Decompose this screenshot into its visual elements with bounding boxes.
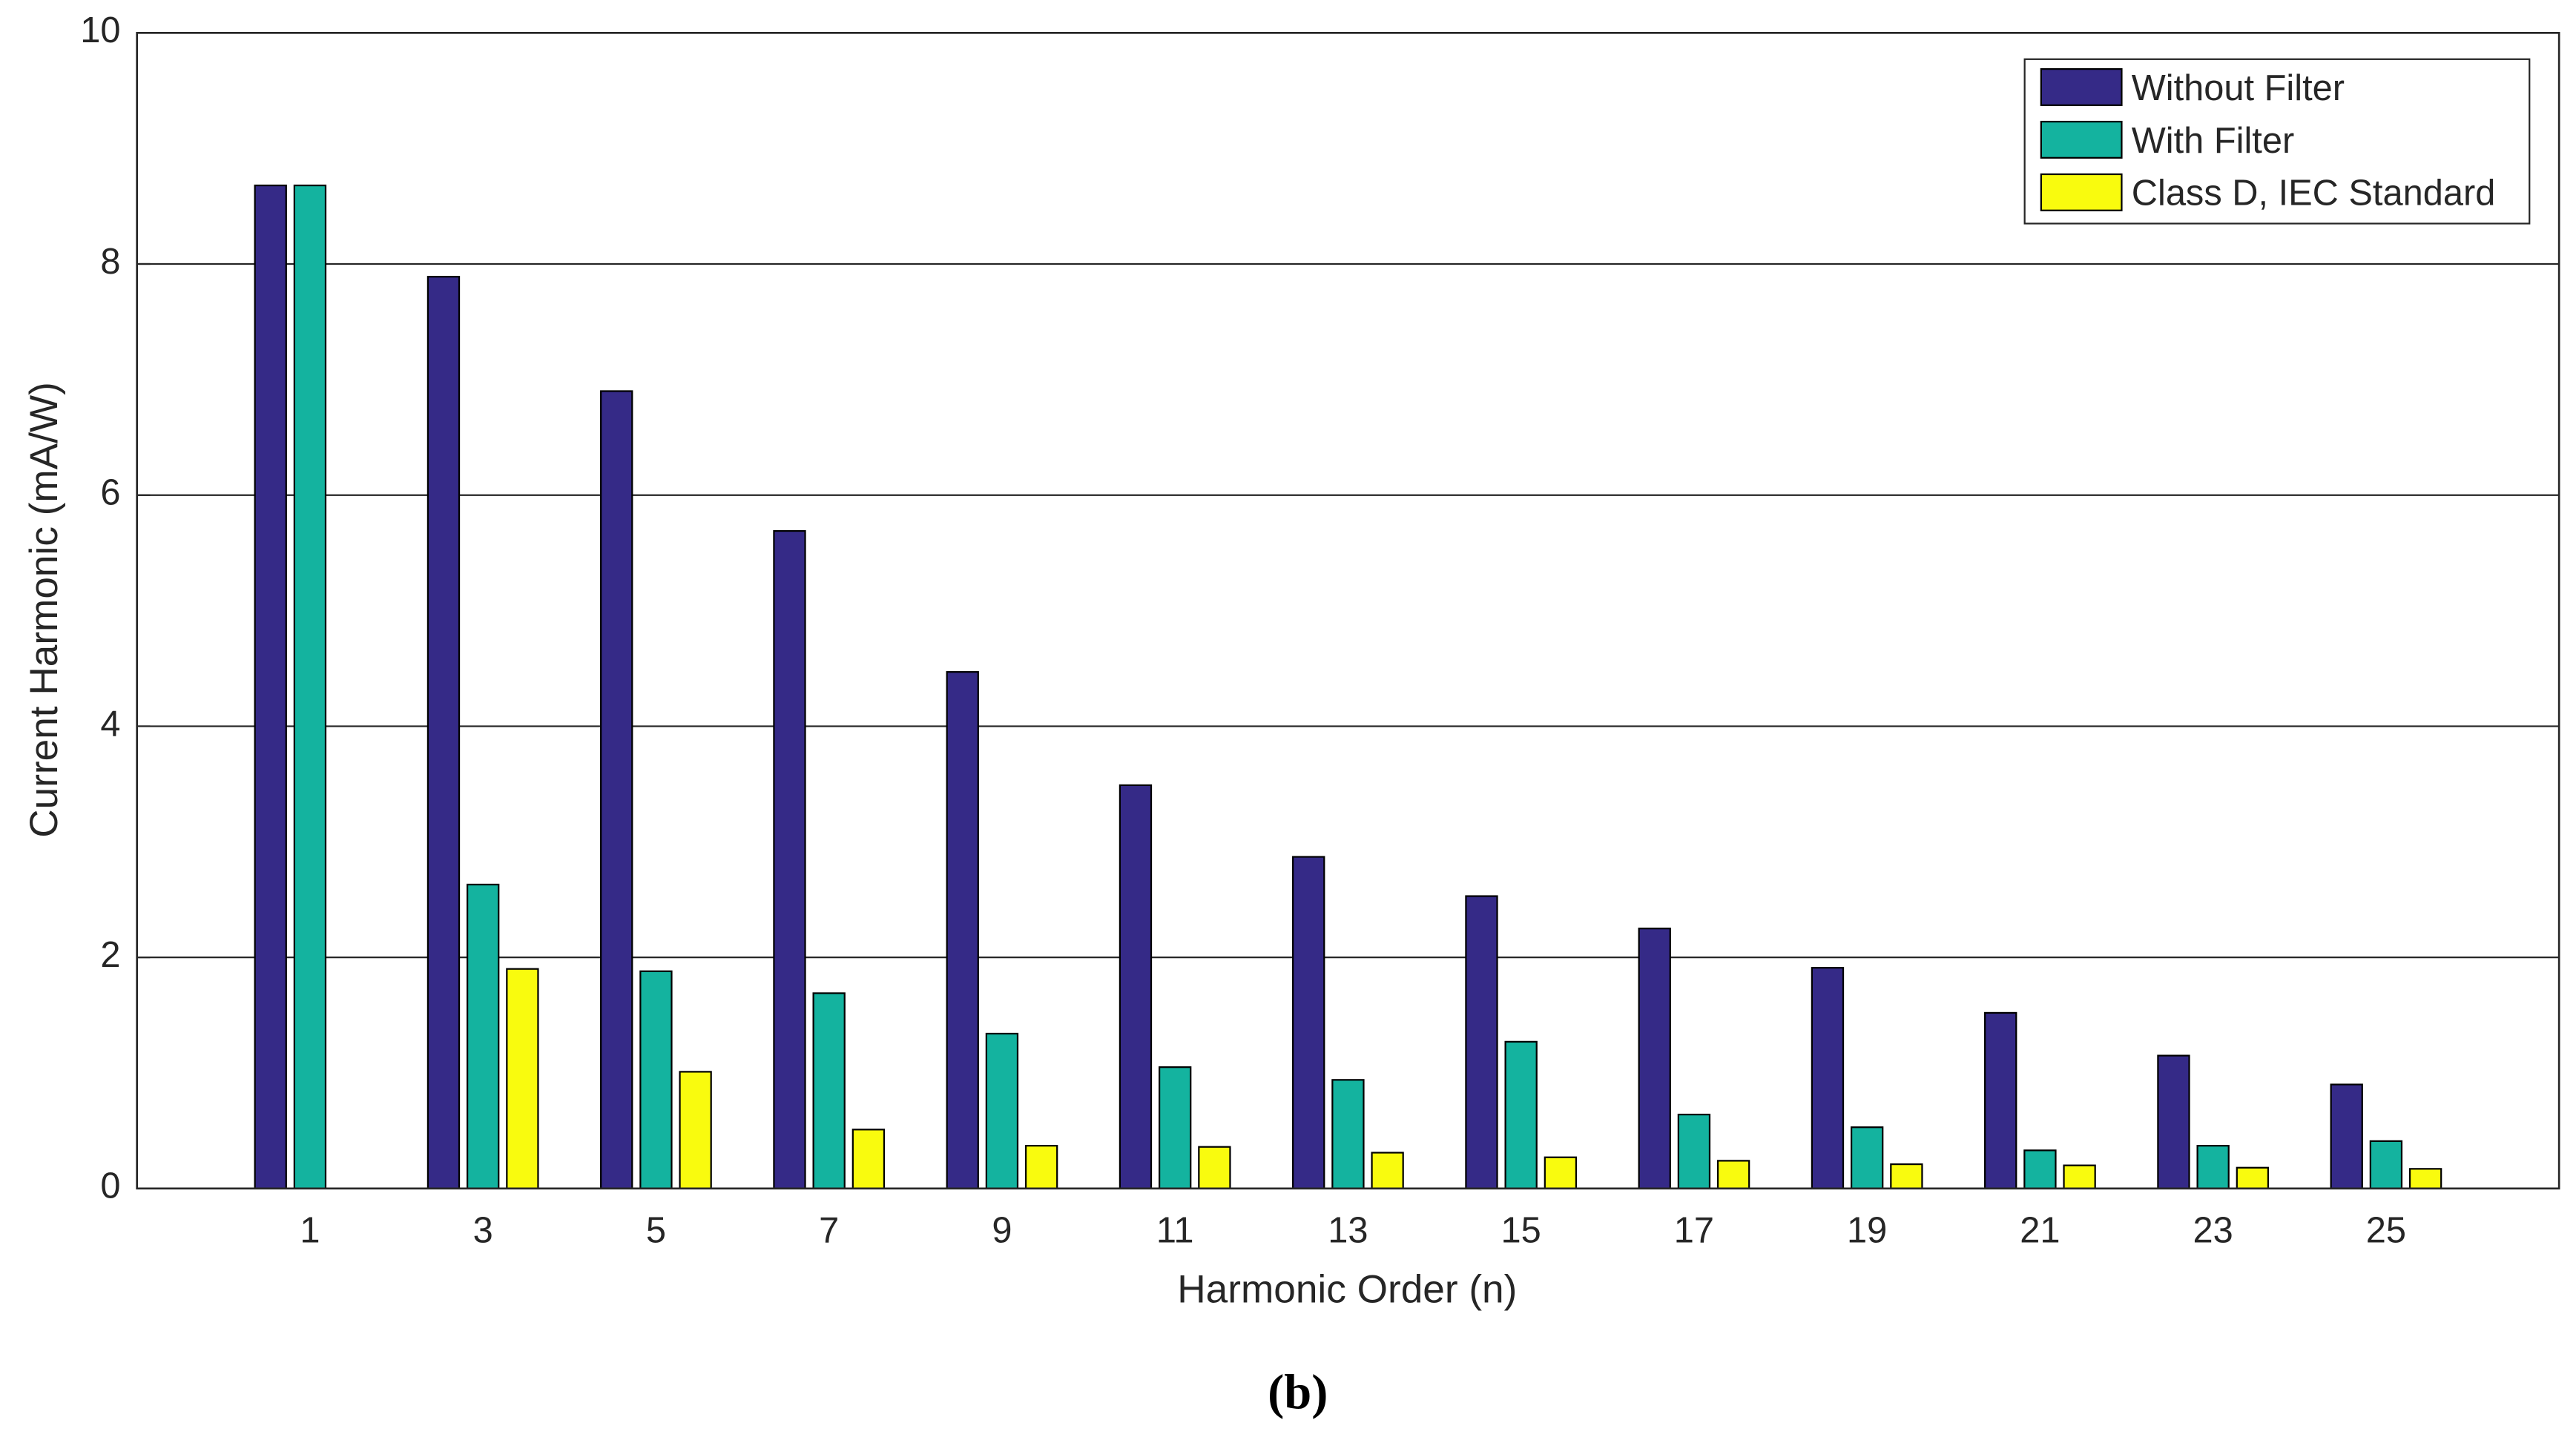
bar [1119,784,1153,1189]
bar [1331,1079,1365,1189]
legend-swatch [2040,68,2123,106]
bar [1811,967,1845,1189]
bar [2369,1140,2403,1189]
x-tick-label: 3 [473,1211,493,1251]
y-axis-label: Current Harmonic (mA/W) [22,382,66,838]
bar [812,992,846,1189]
bar [2157,1054,2190,1189]
bar [1198,1146,1231,1189]
bar [679,1071,712,1189]
y-tick-label: 4 [100,704,120,744]
bar [426,276,461,1189]
x-tick-label: 5 [646,1211,666,1251]
y-tick-label: 8 [100,242,120,282]
legend-swatch [2040,173,2123,211]
x-tick-label: 21 [2020,1211,2060,1251]
bar [1371,1152,1404,1189]
x-tick-label: 19 [1847,1211,1887,1251]
x-tick-label: 17 [1674,1211,1714,1251]
x-tick-label: 23 [2193,1211,2233,1251]
x-tick-label: 15 [1501,1211,1541,1251]
bar [2023,1149,2057,1189]
bar [1544,1156,1578,1189]
bar [2063,1164,2096,1189]
bar [1292,856,1325,1189]
x-tick-label: 13 [1328,1211,1368,1251]
y-tick-label: 10 [80,10,120,50]
bar [1850,1126,1884,1189]
bar [1677,1113,1711,1189]
bar [2236,1166,2270,1189]
bar [1504,1040,1538,1189]
bar [773,529,806,1189]
bar [1465,895,1498,1189]
legend-label: Without Filter [2132,68,2345,108]
bar [467,883,500,1189]
bar [1984,1011,2017,1189]
caption: (b) [1268,1366,1328,1420]
bar [2196,1145,2230,1189]
x-tick-label: 1 [300,1211,320,1251]
bar [1024,1145,1058,1189]
plot-frame [136,32,2560,1190]
bar [851,1129,886,1189]
bar [1890,1163,1923,1189]
bar [985,1032,1019,1189]
x-axis-label: Harmonic Order (n) [1177,1268,1517,1312]
bar [1638,928,1671,1189]
x-tick-label: 7 [819,1211,839,1251]
legend-label: Class D, IEC Standard [2132,174,2496,214]
bar [600,390,633,1189]
y-tick-label: 0 [100,1166,120,1206]
bar [639,970,673,1189]
y-tick-label: 2 [100,935,120,975]
y-tick-label: 6 [100,473,120,513]
x-tick-label: 25 [2366,1211,2406,1251]
bar [293,184,327,1189]
bar [2330,1083,2363,1189]
bar [1158,1066,1192,1189]
legend-swatch [2040,120,2123,159]
bar [2408,1168,2442,1189]
bar [506,968,539,1189]
legend-label: With Filter [2132,121,2294,161]
x-tick-label: 9 [992,1211,1012,1251]
x-tick-label: 11 [1156,1211,1194,1251]
bar [254,184,287,1189]
bar [1716,1160,1750,1189]
bar [946,671,979,1189]
